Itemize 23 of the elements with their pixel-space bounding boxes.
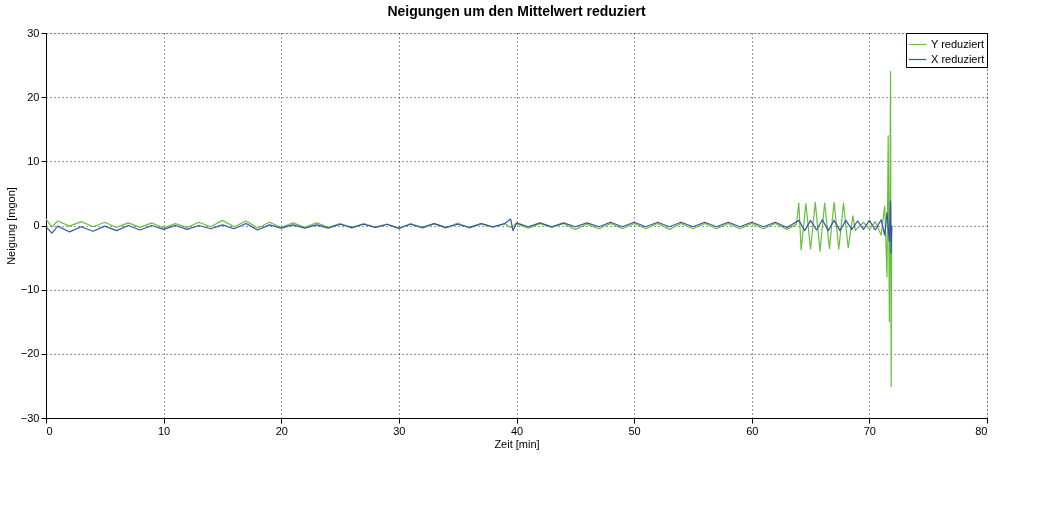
y-tick-label: 20: [27, 90, 40, 103]
x-axis-title: Zeit [min]: [494, 437, 540, 450]
line-series: [45, 70, 893, 388]
y-tick-label: −30: [20, 411, 40, 424]
x-tick-label: 0: [46, 424, 53, 437]
y-tick-label: −20: [20, 347, 40, 360]
y-tick-label: 0: [33, 219, 40, 231]
x-tick-label: 70: [863, 424, 876, 437]
legend-label: Y reduziert: [931, 37, 984, 50]
y-tick-label: 10: [27, 154, 40, 167]
x-tick-label: 40: [510, 424, 524, 437]
line-series: [45, 200, 893, 254]
x-tick-label: 60: [746, 424, 759, 437]
y-tick-label: −10: [20, 283, 40, 296]
legend-label: X reduziert: [931, 52, 985, 65]
y-tick-label: 30: [27, 26, 40, 39]
x-tick-label: 20: [275, 424, 288, 437]
x-tick-label: 80: [975, 424, 988, 437]
x-tick-label: 10: [158, 424, 171, 437]
x-tick-label: 50: [628, 424, 641, 437]
chart-title: Neigungen um den Mittelwert reduziert: [387, 3, 646, 19]
x-tick-label: 30: [393, 424, 406, 437]
y-axis-title: Neigung [mgon]: [4, 187, 17, 265]
